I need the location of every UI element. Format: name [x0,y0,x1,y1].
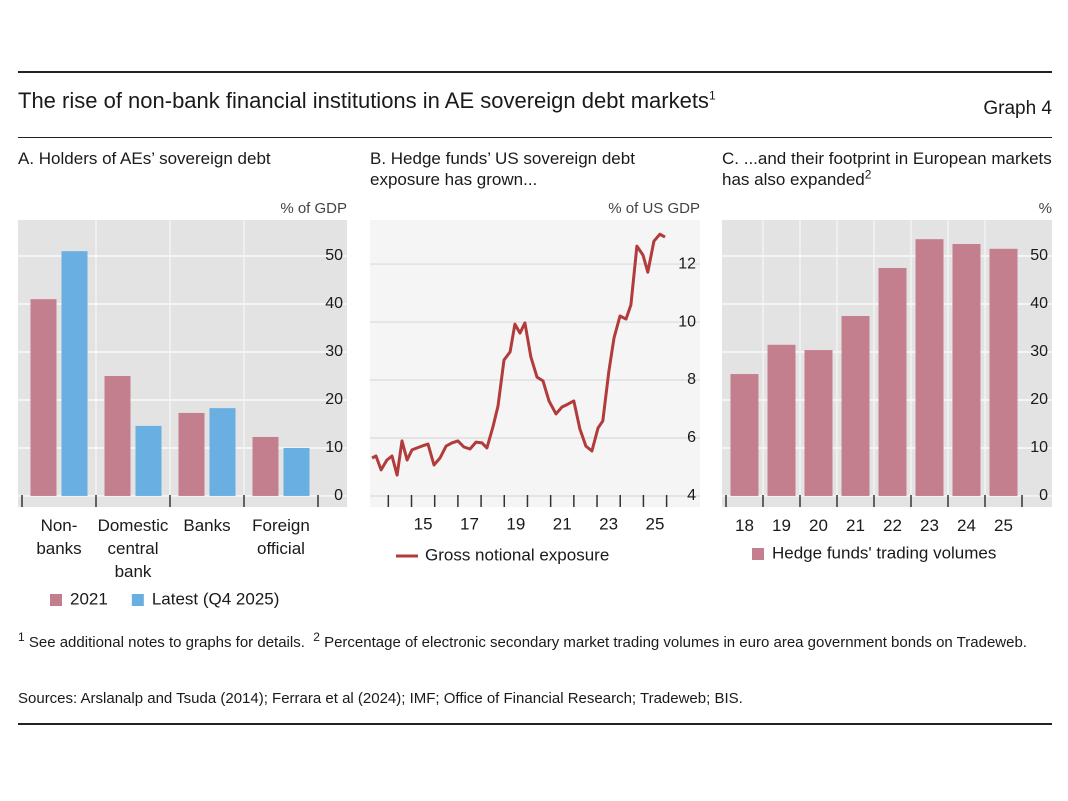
y-tick-label: 10 [325,439,343,456]
axis-unit: % [1038,200,1052,217]
plot-background [370,220,700,507]
line-series [371,232,666,477]
graph-label: Graph 4 [983,98,1052,119]
x-tick-label: Domestic central bank [97,516,169,581]
panel-title: A. Holders of AEs’ sovereign debt [18,148,348,169]
legend-label: Gross notional exposure [425,545,609,564]
legend-swatch [50,594,62,606]
panel-title-text: B. Hedge funds’ US sovereign debt exposu… [370,149,635,189]
x-tick-label: 21 [846,516,865,535]
bar [283,447,310,496]
bar [952,243,981,496]
title-note: 1 [708,88,716,103]
bar [915,239,944,496]
x-tick-label: 24 [957,516,976,535]
panel-title: C. ...and their footprint in European ma… [722,148,1052,190]
x-tick-label: 17 [460,514,479,533]
y-tick-label: 10 [678,313,696,330]
x-tick-label: 22 [883,516,902,535]
title-text: The rise of non-bank financial instituti… [18,88,709,113]
x-tick-label: 20 [809,516,828,535]
x-tick-label: Banks [183,516,231,535]
bar [804,350,833,496]
bar [989,248,1018,496]
bar [730,374,759,496]
bottom-rule [18,723,1052,725]
x-tick-label: 15 [414,514,433,533]
y-tick-label: 40 [1030,295,1048,312]
panel-title: B. Hedge funds’ US sovereign debt exposu… [370,148,700,190]
bar [178,412,205,496]
bar [841,315,870,496]
bar [61,251,88,496]
y-tick-label: 30 [325,343,343,360]
y-tick-label: 10 [1030,439,1048,456]
x-tick-label: Foreign official [252,516,310,558]
bar [767,344,796,496]
bar [209,408,236,496]
footnote-mark: 2 [313,630,320,644]
x-tick-label: 25 [646,514,665,533]
x-tick-label: Non- banks [36,516,82,558]
top-rule [18,71,1052,73]
panel-title-note: 2 [864,167,872,182]
footnotes: 1 See additional notes to graphs for det… [18,630,1054,654]
sources: Sources: Arslanalp and Tsuda (2014); Fer… [18,690,743,707]
legend-swatch [131,594,144,606]
axis-unit: % of GDP [280,200,347,217]
panel-title-text: A. Holders of AEs’ sovereign debt [18,149,271,168]
x-tick-label: 19 [506,514,525,533]
y-tick-label: 20 [325,391,343,408]
footnote-text: Percentage of electronic secondary marke… [324,634,1027,651]
y-tick-label: 0 [1039,487,1048,504]
x-tick-label: 19 [772,516,791,535]
legend-label: Hedge funds' trading volumes [772,543,996,562]
legend-swatch [752,548,764,560]
footnote-text: See additional notes to graphs for detai… [28,634,305,651]
x-tick-label: 18 [735,516,754,535]
y-tick-label: 0 [334,487,343,504]
y-tick-label: 50 [1030,247,1048,264]
y-tick-label: 6 [687,429,696,446]
y-tick-label: 12 [678,255,696,272]
footnote-mark: 1 [18,630,25,644]
graph-title: The rise of non-bank financial instituti… [18,88,716,114]
y-tick-label: 30 [1030,343,1048,360]
legend-label: 2021 [70,589,108,608]
y-tick-label: 50 [325,247,343,264]
x-tick-label: 23 [599,514,618,533]
bar [135,425,162,496]
y-tick-label: 40 [325,295,343,312]
legend-label: Latest (Q4 2025) [152,589,280,608]
x-tick-label: 25 [994,516,1013,535]
header-rule [18,137,1052,138]
panel-title-text: C. ...and their footprint in European ma… [722,149,1052,189]
bar [104,375,131,496]
y-tick-label: 4 [687,487,696,504]
x-tick-label: 21 [553,514,572,533]
bar [252,436,279,496]
y-tick-label: 20 [1030,391,1048,408]
axis-unit: % of US GDP [608,200,700,217]
bar [30,299,57,496]
x-tick-label: 23 [920,516,939,535]
y-tick-label: 8 [687,371,696,388]
bar [878,267,907,496]
